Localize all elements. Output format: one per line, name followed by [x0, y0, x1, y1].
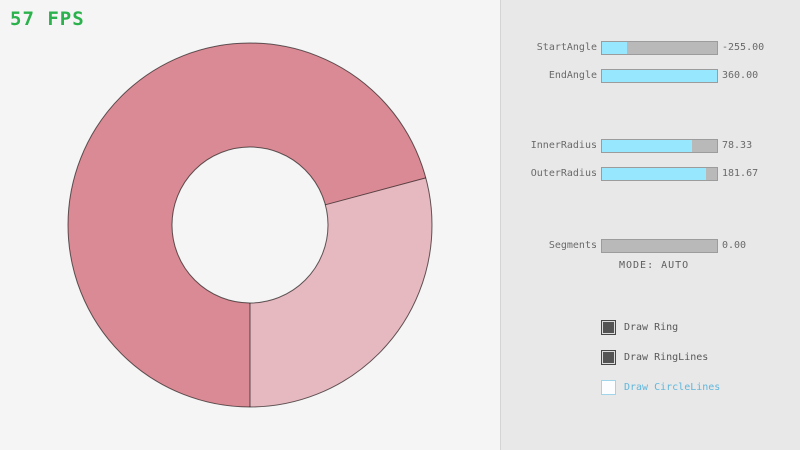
slider-startangle[interactable]	[601, 41, 718, 55]
slider-segments[interactable]	[601, 239, 718, 253]
ring-single-region	[250, 177, 433, 407]
slider-value-endangle: 360.00	[722, 70, 759, 81]
slider-outerradius-fill	[602, 168, 707, 180]
slider-label-segments: Segments	[548, 240, 597, 251]
slider-label-startangle: StartAngle	[536, 42, 597, 53]
checkbox-draw-ringlines-box[interactable]	[601, 350, 616, 365]
checkbox-draw-ring[interactable]: Draw Ring	[601, 320, 678, 335]
slider-startangle-fill	[602, 42, 627, 54]
checkbox-draw-circlelines[interactable]: Draw CircleLines	[601, 380, 720, 395]
slider-value-outerradius: 181.67	[722, 168, 759, 179]
slider-label-endangle: EndAngle	[548, 70, 597, 81]
slider-value-innerradius: 78.33	[722, 140, 753, 151]
fps-counter: 57 FPS	[10, 8, 85, 30]
slider-value-segments: 0.00	[722, 240, 747, 251]
slider-label-innerradius: InnerRadius	[530, 140, 597, 151]
ring-lines	[67, 42, 433, 408]
slider-label-outerradius: OuterRadius	[530, 168, 597, 179]
checkbox-draw-ring-label: Draw Ring	[624, 322, 679, 333]
controls-panel: StartAngle -255.00 EndAngle 360.00 Inner…	[500, 0, 800, 450]
slider-innerradius[interactable]	[601, 139, 718, 153]
checkbox-draw-circlelines-label: Draw CircleLines	[624, 382, 721, 393]
slider-endangle[interactable]	[601, 69, 718, 83]
checkbox-draw-ringlines[interactable]: Draw RingLines	[601, 350, 708, 365]
checkbox-draw-ringlines-label: Draw RingLines	[624, 352, 709, 363]
segments-mode-label: MODE: AUTO	[619, 260, 690, 271]
slider-outerradius[interactable]	[601, 167, 718, 181]
slider-value-startangle: -255.00	[722, 42, 765, 53]
checkbox-draw-circlelines-box[interactable]	[601, 380, 616, 395]
ring-canvas	[67, 42, 433, 408]
slider-innerradius-fill	[602, 140, 693, 152]
checkbox-draw-ring-box[interactable]	[601, 320, 616, 335]
slider-endangle-fill	[602, 70, 717, 82]
